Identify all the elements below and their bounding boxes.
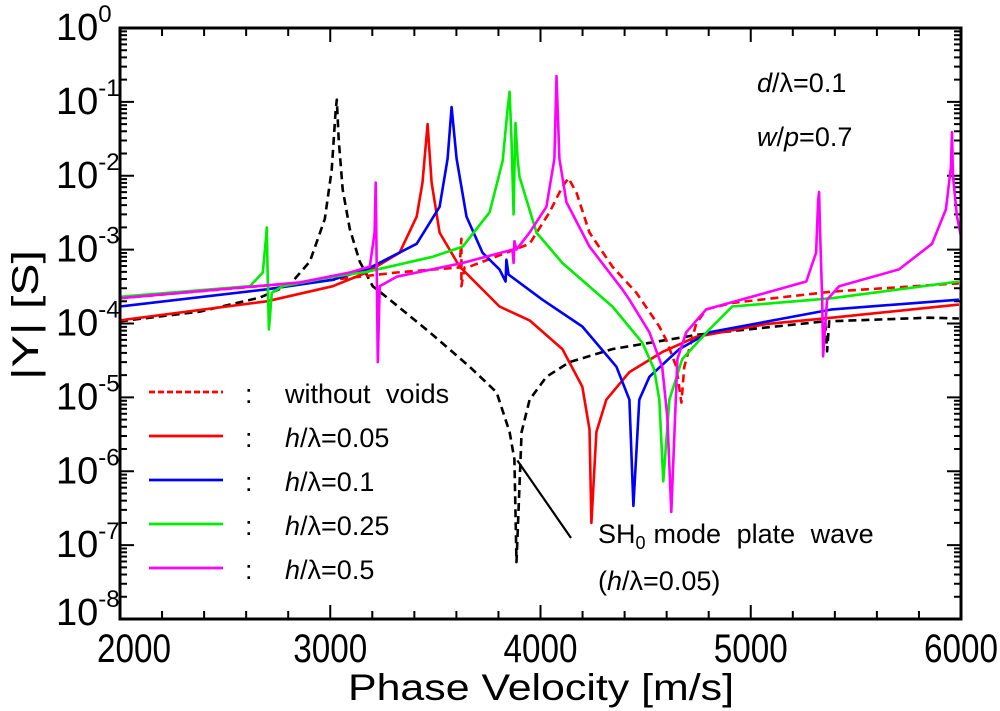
legend-separator: :: [245, 467, 253, 497]
y-tick-label-exponent: -4: [98, 297, 119, 324]
x-tick-label: 3000: [293, 627, 367, 671]
x-tick-labels: 2000 3000 4000 5000 6000: [97, 627, 998, 671]
y-tick-label-exponent: 0: [98, 1, 111, 28]
y-tick-label: 10-2: [56, 149, 120, 197]
x-tick-label: 5000: [714, 627, 788, 671]
y-tick-label-exponent: -7: [98, 518, 119, 545]
y-tick-label-exponent: -5: [98, 370, 119, 397]
series-line-h05: [120, 74, 961, 514]
y-tick-label: 10-6: [56, 444, 120, 492]
parameter-label-w-p: w/p=0.7: [757, 122, 852, 152]
y-tick-label: 100: [56, 1, 112, 49]
parameter-labels: d/λ=0.1 w/p=0.7: [757, 68, 852, 152]
y-tick-label-exponent: -1: [98, 75, 119, 102]
y-tick-label-base: 10: [56, 524, 98, 566]
series-group: [120, 74, 961, 564]
y-tick-label-base: 10: [56, 229, 98, 271]
annotation-subtext: (h/λ=0.05): [598, 566, 720, 596]
x-tick-label: 6000: [924, 627, 998, 671]
legend-label: h/λ=0.25: [285, 511, 389, 541]
parameter-label-d-lambda: d/λ=0.1: [757, 68, 846, 98]
y-tick-label-base: 10: [56, 376, 98, 418]
legend-item-without-voids: : without voids: [149, 379, 449, 409]
legend-label: h/λ=0.1: [285, 467, 374, 497]
y-tick-label-base: 10: [56, 592, 98, 634]
legend-separator: :: [245, 555, 253, 585]
y-tick-label: 10-7: [56, 518, 120, 566]
y-tick-label-base: 10: [56, 450, 98, 492]
annotation-rest: mode plate wave: [654, 519, 874, 549]
legend-item-h025: : h/λ=0.25: [149, 511, 389, 541]
legend-separator: :: [245, 423, 253, 453]
y-tick-label: 10-4: [56, 297, 120, 345]
y-axis-title: |Y| [S]: [5, 250, 46, 380]
legend-label: h/λ=0.05: [285, 423, 389, 453]
y-tick-label-exponent: -3: [98, 223, 119, 250]
x-axis-title: Phase Velocity [m/s]: [348, 667, 734, 708]
annotation-sh0: SH0 mode plate wave (h/λ=0.05): [516, 459, 874, 596]
y-tick-label: 10-5: [56, 370, 120, 418]
annotation-subscript: 0: [636, 533, 646, 553]
y-tick-label-exponent: -6: [98, 444, 119, 471]
series-line-h025: [120, 90, 960, 483]
legend-label: h/λ=0.5: [285, 555, 374, 585]
y-tick-label: 10-8: [56, 586, 120, 634]
y-tick-label: 10-1: [56, 75, 120, 123]
legend-label: without voids: [284, 379, 449, 409]
legend-item-h05: : h/λ=0.5: [149, 555, 374, 585]
legend-item-h005: : h/λ=0.05: [149, 423, 389, 453]
y-tick-label-exponent: -8: [98, 586, 119, 613]
annotation-text: SH0 mode plate wave: [598, 519, 874, 553]
y-tick-label-base: 10: [56, 303, 98, 345]
legend-separator: :: [245, 511, 253, 541]
y-tick-label-base: 10: [56, 81, 98, 123]
legend-item-h01: : h/λ=0.1: [149, 467, 374, 497]
series-line-h005: [120, 122, 960, 525]
y-tick-label-base: 10: [56, 7, 98, 49]
series-line-h01: [120, 105, 959, 508]
x-tick-label: 2000: [97, 627, 171, 671]
annotation-main: SH: [598, 519, 636, 549]
y-tick-label: 10-3: [56, 223, 120, 271]
series-line-without-voids: [120, 176, 959, 404]
y-tick-label-exponent: -2: [98, 149, 119, 176]
annotation-leader-line: [516, 459, 572, 539]
legend: : without voids : h/λ=0.05 : h/λ=0.1 : h…: [149, 379, 449, 585]
legend-separator: :: [245, 379, 253, 409]
y-tick-label-base: 10: [56, 155, 98, 197]
x-tick-label: 4000: [504, 627, 578, 671]
plot-frame: [118, 26, 963, 621]
